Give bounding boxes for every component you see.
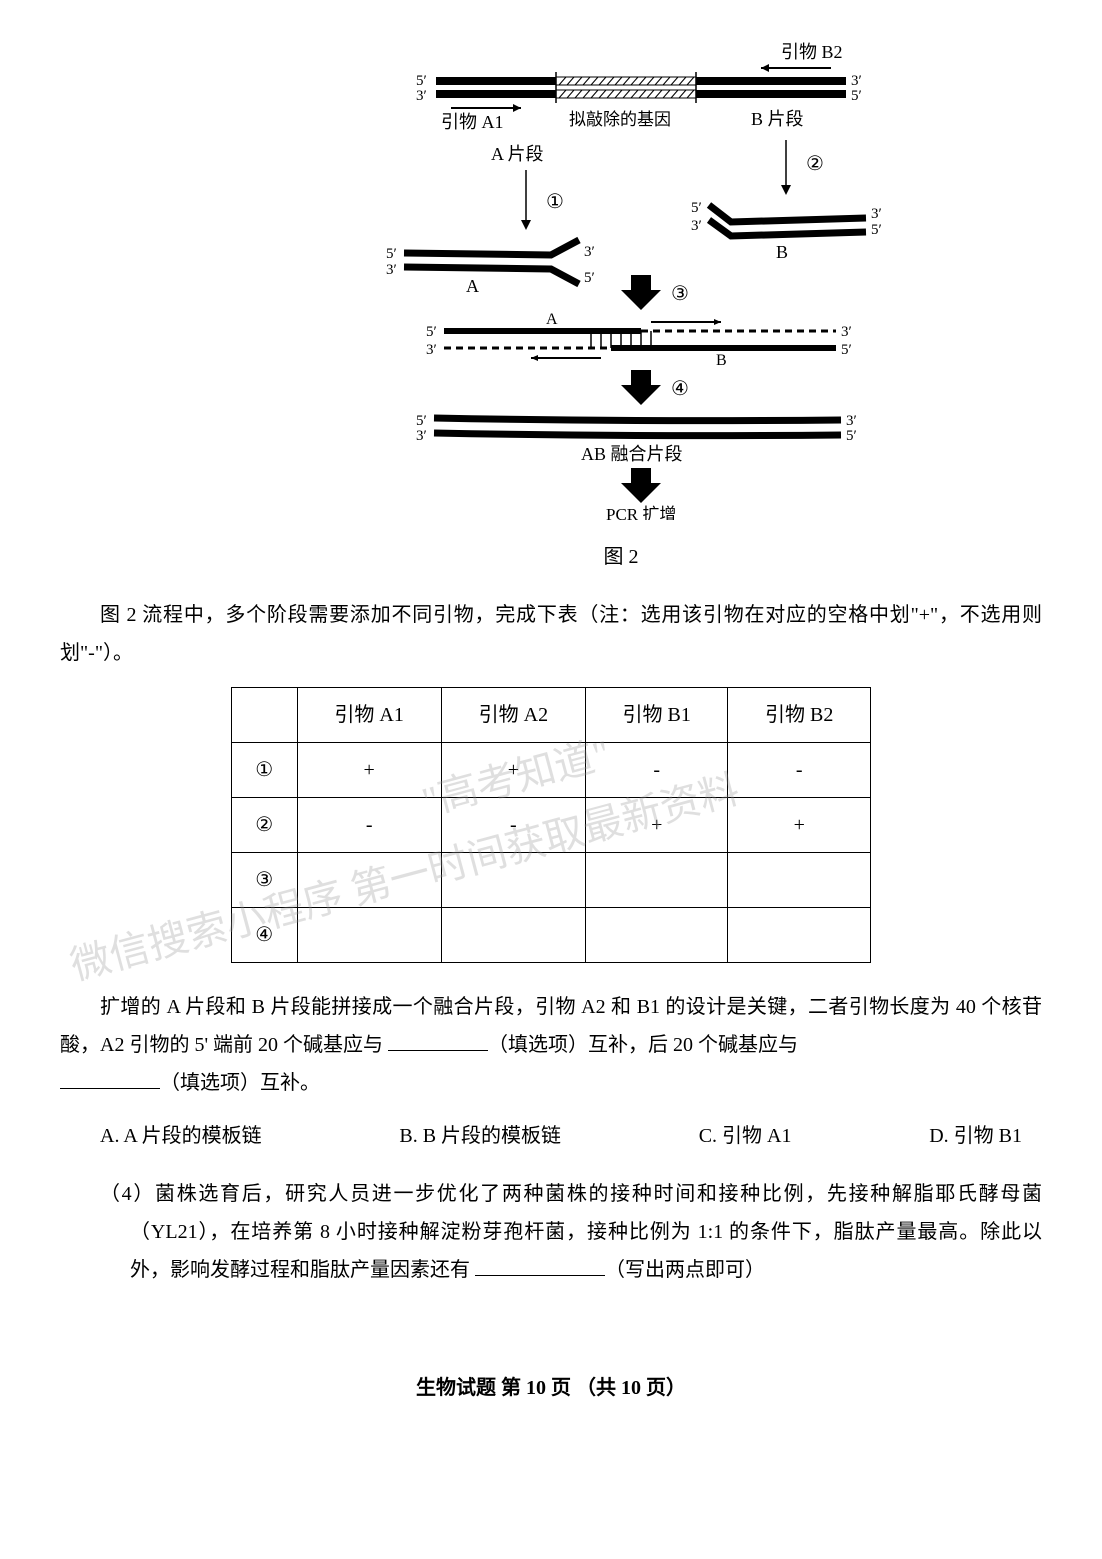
row2-c1: - (441, 798, 585, 853)
row1-c0: + (297, 743, 441, 798)
top5-1: 5′ (416, 73, 427, 89)
svg-text:5′: 5′ (841, 342, 852, 358)
blank-1 (388, 1031, 488, 1051)
row3-label: ③ (232, 853, 298, 908)
row4-c1 (441, 908, 585, 963)
row4-c2 (585, 908, 728, 963)
svg-text:5′: 5′ (416, 413, 427, 429)
table-row: ① + + - - (232, 743, 871, 798)
row2-c0: - (297, 798, 441, 853)
th-b1: 引物 B1 (585, 688, 728, 743)
row3-c1 (441, 853, 585, 908)
step1-label: ① (546, 191, 564, 213)
svg-text:3′: 3′ (386, 262, 397, 278)
svg-text:B: B (716, 352, 727, 369)
row4-c0 (297, 908, 441, 963)
option-d: D. 引物 B1 (929, 1117, 1022, 1155)
pcr-diagram-svg: 引物 B2 5′ 3′ 3′ 5′ 引物 A1 拟敲除的基因 B 片段 A 片段… (311, 40, 931, 520)
b-segment-label: B 片段 (751, 109, 804, 129)
svg-text:A: A (546, 311, 558, 328)
svg-text:3′: 3′ (691, 218, 702, 234)
svg-text:5′: 5′ (426, 324, 437, 340)
row3-c2 (585, 853, 728, 908)
th-a1: 引物 A1 (297, 688, 441, 743)
row1-c3: - (728, 743, 871, 798)
option-b: B. B 片段的模板链 (399, 1117, 561, 1155)
page-footer: 生物试题 第 10 页 （共 10 页） (60, 1369, 1042, 1407)
question-4: （4）菌株选育后，研究人员进一步优化了两种菌株的接种时间和接种比例，先接种解脂耶… (60, 1175, 1042, 1289)
row3-c0 (297, 853, 441, 908)
svg-text:5′: 5′ (584, 270, 595, 286)
row2-c2: + (585, 798, 728, 853)
svg-text:3′: 3′ (426, 342, 437, 358)
blank-3 (475, 1256, 605, 1276)
q4-suffix: （写出两点即可） (605, 1259, 765, 1281)
svg-text:3′: 3′ (841, 324, 852, 340)
svg-text:5′: 5′ (691, 200, 702, 216)
option-a: A. A 片段的模板链 (100, 1117, 262, 1155)
diagram-figure-2: 引物 B2 5′ 3′ 3′ 5′ 引物 A1 拟敲除的基因 B 片段 A 片段… (60, 40, 1042, 576)
th-blank (232, 688, 298, 743)
blank-2 (60, 1069, 160, 1089)
row3-c3 (728, 853, 871, 908)
row1-c2: - (585, 743, 728, 798)
primer-table: 引物 A1 引物 A2 引物 B1 引物 B2 ① + + - - ② - - … (231, 687, 871, 963)
row2-label: ② (232, 798, 298, 853)
label-a: A (466, 276, 479, 296)
table-row: ③ (232, 853, 871, 908)
para2-c: （填选项）互补。 (160, 1072, 320, 1094)
svg-text:3′: 3′ (871, 206, 882, 222)
svg-text:3′: 3′ (416, 428, 427, 444)
svg-text:5′: 5′ (386, 246, 397, 262)
table-row: ④ (232, 908, 871, 963)
table-header-row: 引物 A1 引物 A2 引物 B1 引物 B2 (232, 688, 871, 743)
table-row: ② - - + + (232, 798, 871, 853)
step4-label: ④ (671, 378, 689, 400)
primer-b2-label: 引物 B2 (781, 42, 843, 62)
svg-text:5′: 5′ (871, 222, 882, 238)
row4-label: ④ (232, 908, 298, 963)
ab-fusion-label: AB 融合片段 (581, 444, 683, 464)
target-gene-label: 拟敲除的基因 (569, 110, 671, 129)
options-line: A. A 片段的模板链 B. B 片段的模板链 C. 引物 A1 D. 引物 B… (60, 1117, 1042, 1155)
row1-label: ① (232, 743, 298, 798)
svg-text:3′: 3′ (846, 413, 857, 429)
option-c: C. 引物 A1 (699, 1117, 792, 1155)
th-a2: 引物 A2 (441, 688, 585, 743)
para2: 扩增的 A 片段和 B 片段能拼接成一个融合片段，引物 A2 和 B1 的设计是… (60, 988, 1042, 1102)
para2-b: （填选项）互补，后 20 个碱基应与 (488, 1034, 798, 1056)
label-b: B (776, 242, 788, 262)
top5-2: 5′ (851, 88, 862, 104)
svg-text:5′: 5′ (846, 428, 857, 444)
row1-c1: + (441, 743, 585, 798)
step3-label: ③ (671, 283, 689, 305)
pcr-label: PCR 扩增 (606, 505, 676, 520)
th-b2: 引物 B2 (728, 688, 871, 743)
a-segment-label: A 片段 (491, 144, 544, 164)
primer-a1-label: 引物 A1 (441, 112, 504, 132)
figure-2-label: 图 2 (200, 538, 1042, 576)
intro-paragraph: 图 2 流程中，多个阶段需要添加不同引物，完成下表（注：选用该引物在对应的空格中… (60, 596, 1042, 672)
row2-c3: + (728, 798, 871, 853)
top3-2: 3′ (851, 73, 862, 89)
svg-text:3′: 3′ (584, 244, 595, 260)
step2-label: ② (806, 153, 824, 175)
row4-c3 (728, 908, 871, 963)
top3-1: 3′ (416, 88, 427, 104)
